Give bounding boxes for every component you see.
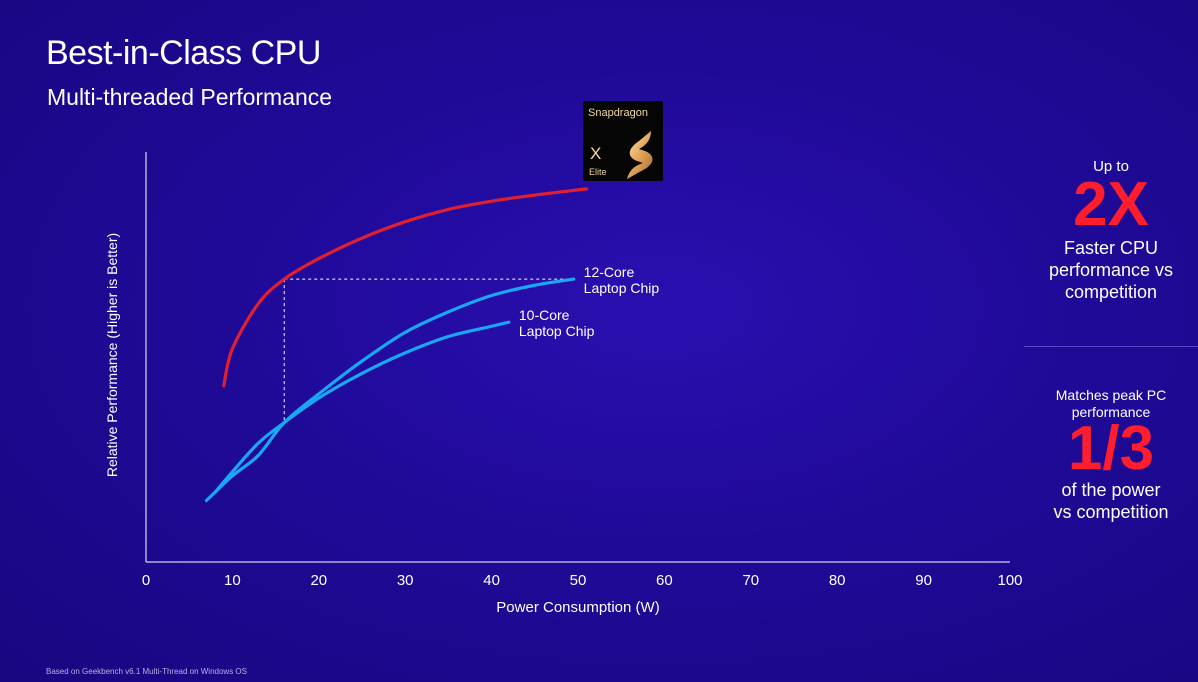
snapdragon-logo-icon: [627, 131, 653, 179]
x-tick-label: 40: [483, 572, 500, 589]
series-10-core-laptop-chip: [213, 320, 511, 494]
stat-divider: [1024, 346, 1198, 347]
x-tick-label: 20: [310, 572, 327, 589]
series-12-core-laptop-chip-label: 12-Core Laptop Chip: [584, 264, 660, 296]
stat-prefix: Matches peak PC performance: [1055, 387, 1167, 420]
stat-2x-faster: Up to 2X Faster CPU performance vs compe…: [1024, 158, 1198, 303]
x-tick-label: 70: [742, 572, 759, 589]
snapdragon-x-elite-badge: Snapdragon X Elite: [583, 101, 663, 181]
x-axis-label: Power Consumption (W): [496, 599, 660, 616]
series-10-core-laptop-chip-label: 10-Core Laptop Chip: [519, 307, 595, 339]
x-tick-label: 50: [570, 572, 587, 589]
x-tick-label: 60: [656, 572, 673, 589]
x-tick-label: 30: [397, 572, 414, 589]
x-tick-label: 90: [915, 572, 932, 589]
stat-value: 2X: [1073, 170, 1149, 239]
page-title: Best-in-Class CPU: [46, 34, 321, 72]
badge-brand: Snapdragon: [588, 107, 648, 119]
badge-tier: Elite: [589, 167, 607, 177]
stat-value: 1/3: [1067, 414, 1155, 483]
x-tick-label: 0: [142, 572, 150, 589]
stat-description: Faster CPU performance vs competition: [1048, 238, 1174, 302]
series-12-core-laptop-chip: [204, 277, 576, 503]
page-subtitle: Multi-threaded Performance: [47, 84, 333, 110]
stat-one-third-power: Matches peak PC performance 1/3 of the p…: [1024, 387, 1198, 523]
stat-description: of the power vs competition: [1053, 480, 1169, 522]
y-axis-label-text: Relative Performance (Higher is Better): [104, 232, 120, 478]
x-tick-label: 80: [829, 572, 846, 589]
footnote: Based on Geekbench v6.1 Multi-Thread on …: [46, 667, 247, 676]
x-tick-label: 10: [224, 572, 241, 589]
x-tick-label: 100: [997, 572, 1022, 589]
badge-model: X: [590, 144, 602, 163]
series-snapdragon-x-elite: [222, 187, 589, 388]
stat-prefix: Up to: [1093, 158, 1129, 175]
